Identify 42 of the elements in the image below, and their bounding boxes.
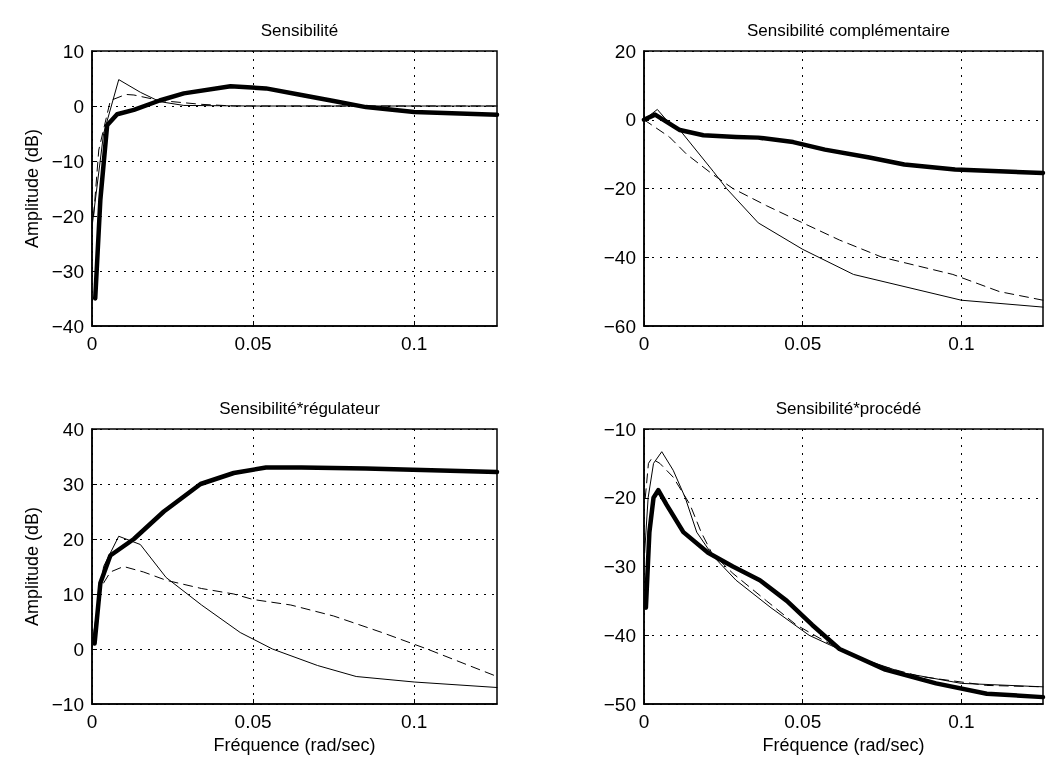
y-tick-label: 0 — [625, 109, 636, 131]
y-tick-label: −30 — [51, 260, 84, 282]
y-tick-label: 0 — [73, 638, 84, 660]
x-tick-label: 0 — [86, 333, 98, 354]
x-tick-label: 0.05 — [784, 711, 822, 732]
y-tick-label: −30 — [603, 556, 636, 577]
chart-title: Sensibilité*régulateur — [219, 399, 381, 418]
y-tick-label: 40 — [62, 418, 84, 440]
x-axis-title: Fréquence (rad/sec) — [762, 734, 925, 755]
y-tick-label: −40 — [603, 624, 636, 646]
y-axis-title: Amplitude (dB) — [21, 128, 42, 249]
x-tick-label: 0.1 — [400, 333, 428, 354]
y-tick-label: 20 — [62, 528, 84, 550]
x-axis-title: Fréquence (rad/sec) — [213, 734, 376, 755]
y-tick-label: −20 — [603, 178, 636, 199]
y-tick-label: −10 — [603, 418, 636, 440]
y-axis-title: Amplitude (dB) — [21, 506, 42, 627]
y-tick-label: −60 — [603, 315, 636, 337]
y-tick-label: −40 — [51, 315, 84, 337]
y-tick-label: −20 — [51, 205, 84, 227]
y-tick-label: 0 — [73, 95, 84, 117]
x-tick-label: 0 — [638, 711, 650, 732]
y-tick-label: −10 — [51, 693, 84, 715]
y-tick-label: −50 — [603, 693, 636, 715]
y-tick-label: 10 — [62, 583, 84, 605]
x-tick-label: 0.1 — [400, 711, 428, 732]
chart-title: Sensibilité — [260, 21, 339, 40]
x-tick-label: 0.05 — [234, 333, 272, 354]
x-tick-label: 0 — [638, 333, 650, 354]
x-tick-label: 0.05 — [784, 333, 822, 354]
x-tick-label: 0.1 — [948, 711, 975, 732]
y-tick-label: 20 — [614, 40, 636, 62]
y-tick-label: −10 — [51, 150, 84, 172]
chart-title: Sensibilité*procédé — [775, 399, 922, 418]
y-tick-label: 10 — [62, 40, 84, 62]
chart-title: Sensibilité complémentaire — [746, 21, 951, 40]
y-tick-label: −20 — [603, 487, 636, 509]
y-tick-label: −40 — [603, 246, 636, 268]
x-tick-label: 0.05 — [234, 711, 272, 732]
x-tick-label: 0 — [86, 711, 98, 732]
y-tick-label: 30 — [62, 473, 84, 495]
x-tick-label: 0.1 — [948, 333, 975, 354]
